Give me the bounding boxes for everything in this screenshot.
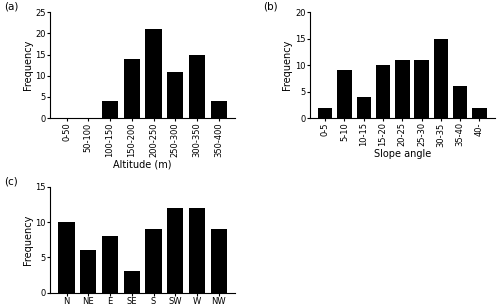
Text: (b): (b) [263,2,278,12]
Bar [146,29,162,118]
Bar [395,60,409,118]
Bar [414,60,429,118]
Bar [472,107,486,118]
Bar [189,208,205,293]
Bar [434,39,448,118]
Text: (a): (a) [4,2,18,12]
X-axis label: Slope angle: Slope angle [374,149,431,159]
Bar [338,71,351,118]
Bar [167,208,184,293]
Bar [189,55,205,118]
Bar [146,229,162,293]
Bar [167,71,184,118]
Text: (c): (c) [4,176,18,186]
Bar [80,250,96,293]
X-axis label: Altitude (m): Altitude (m) [114,160,172,170]
Bar [124,271,140,293]
Y-axis label: Frequency: Frequency [282,40,292,90]
Bar [124,59,140,118]
Y-axis label: Frequency: Frequency [22,215,32,265]
Bar [453,86,468,118]
Bar [376,65,390,118]
Bar [102,236,118,293]
Bar [210,101,227,118]
Bar [356,97,371,118]
Bar [102,101,118,118]
Bar [210,229,227,293]
Y-axis label: Frequency: Frequency [22,40,32,90]
Bar [318,107,332,118]
Bar [58,222,74,293]
